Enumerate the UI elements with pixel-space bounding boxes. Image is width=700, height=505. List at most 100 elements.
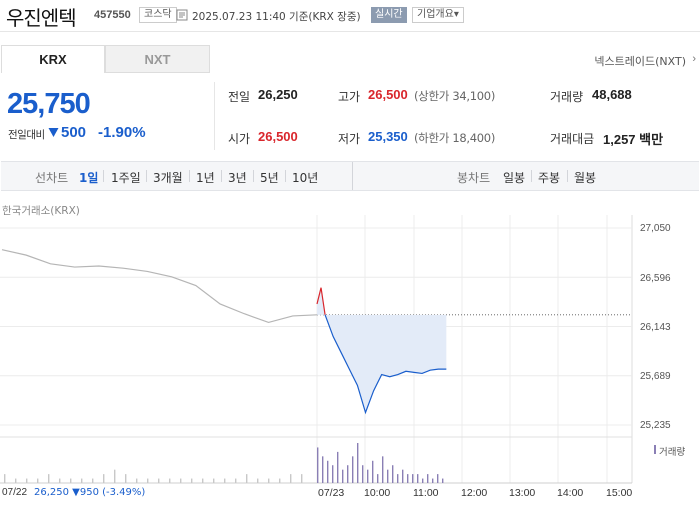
period-group-divider bbox=[352, 162, 353, 190]
volume-bar bbox=[347, 465, 349, 483]
price-chart[interactable] bbox=[0, 215, 700, 485]
volume-bar bbox=[322, 456, 324, 483]
tab-nxt[interactable]: NXT bbox=[105, 45, 210, 73]
volume-label: 거래량 bbox=[550, 90, 584, 104]
volume-bar bbox=[332, 465, 334, 483]
candle-chart-label: 봉차트 bbox=[457, 171, 491, 185]
period-10y[interactable]: 10년 bbox=[292, 171, 319, 185]
company-info-button[interactable]: 기업개요▾ bbox=[412, 7, 464, 23]
change-label: 전일대비 bbox=[8, 129, 45, 141]
volume-bar bbox=[103, 474, 105, 483]
prev-day-date: 07/22 bbox=[2, 487, 28, 498]
prev-day-line bbox=[1, 249, 318, 324]
volume-bar bbox=[125, 474, 127, 483]
volume-bar bbox=[402, 469, 404, 483]
current-price: 25,750 bbox=[7, 88, 91, 120]
volume-bar bbox=[37, 478, 39, 483]
volume-bar bbox=[48, 474, 50, 483]
y-tick-label: 26,143 bbox=[640, 322, 671, 333]
market-badge: 코스닥 bbox=[139, 7, 177, 23]
volume-bar bbox=[412, 474, 414, 483]
volume-bar bbox=[352, 456, 354, 483]
volume-legend: 거래량 bbox=[659, 447, 686, 458]
volume-bar bbox=[437, 474, 439, 483]
volume-bar bbox=[26, 478, 28, 483]
x-tick-label: 12:00 bbox=[461, 487, 488, 499]
volume-bar bbox=[81, 478, 83, 483]
period-5y[interactable]: 5년 bbox=[260, 171, 279, 185]
quote-divider bbox=[214, 82, 215, 150]
period-1y[interactable]: 1년 bbox=[196, 171, 215, 185]
volume-bar bbox=[136, 478, 138, 483]
volume-bar bbox=[367, 469, 369, 483]
period-3y[interactable]: 3년 bbox=[228, 171, 247, 185]
volume-bar bbox=[387, 469, 389, 483]
today-line-up bbox=[316, 287, 326, 315]
x-tick-label: 13:00 bbox=[509, 487, 536, 499]
open-value: 26,500 bbox=[258, 129, 298, 144]
low-value: 25,350 bbox=[368, 129, 408, 144]
today-line-down bbox=[324, 314, 447, 415]
chevron-down-icon: ▾ bbox=[453, 9, 459, 20]
candle-daily[interactable]: 일봉 bbox=[503, 171, 526, 185]
volume-bar bbox=[407, 474, 409, 483]
volume-bar bbox=[268, 478, 270, 483]
x-tick-label: 15:00 bbox=[606, 487, 633, 499]
volume-bar bbox=[246, 474, 248, 483]
volume-bar bbox=[180, 478, 182, 483]
period-separator bbox=[285, 170, 286, 182]
volume-bar bbox=[337, 451, 339, 483]
volume-bar bbox=[392, 465, 394, 483]
volume-bar bbox=[397, 474, 399, 483]
volume-bar bbox=[92, 478, 94, 483]
volume-bar bbox=[290, 474, 292, 483]
volume-bar bbox=[59, 478, 61, 483]
y-tick-label: 25,235 bbox=[640, 420, 671, 431]
period-separator bbox=[189, 170, 190, 182]
chevron-right-icon[interactable]: › bbox=[692, 53, 696, 65]
period-3m[interactable]: 3개월 bbox=[153, 171, 183, 185]
period-1d[interactable]: 1일 bbox=[79, 171, 99, 185]
realtime-button[interactable]: 실시간 bbox=[371, 7, 407, 23]
low-label: 저가 bbox=[338, 132, 361, 146]
period-separator bbox=[531, 170, 532, 182]
volume-bar bbox=[4, 474, 6, 483]
volume-legend-mark bbox=[654, 445, 656, 454]
line-chart-label: 선차트 bbox=[35, 171, 69, 185]
volume-bar bbox=[279, 478, 281, 483]
volume-bar bbox=[422, 478, 424, 483]
change-percent: -1.90% bbox=[98, 124, 146, 141]
volume-bar bbox=[191, 478, 193, 483]
volume-bar bbox=[147, 478, 149, 483]
stock-code: 457550 bbox=[94, 9, 131, 21]
volume-bar bbox=[224, 478, 226, 483]
volume-bar bbox=[342, 469, 344, 483]
period-separator bbox=[567, 170, 568, 182]
timestamp: 2025.07.23 11:40 기준(KRX 장중) bbox=[192, 11, 361, 23]
candle-weekly[interactable]: 주봉 bbox=[538, 171, 561, 185]
company-info-label: 기업개요 bbox=[417, 9, 454, 20]
volume-bar bbox=[235, 478, 237, 483]
period-1w[interactable]: 1주일 bbox=[111, 171, 141, 185]
x-tick-label: 11:00 bbox=[413, 487, 439, 499]
x-tick-label: 10:00 bbox=[364, 487, 391, 499]
high-value: 26,500 bbox=[368, 87, 408, 102]
volume-bar bbox=[15, 478, 17, 483]
high-label: 고가 bbox=[338, 90, 361, 104]
y-tick-label: 25,689 bbox=[640, 371, 671, 382]
volume-bar bbox=[70, 478, 72, 483]
market-label: 한국거래소(KRX) bbox=[2, 205, 80, 217]
volume-bar bbox=[257, 478, 259, 483]
volume-bar bbox=[427, 474, 429, 483]
nextrade-link[interactable]: 넥스트레이드(NXT) bbox=[594, 55, 686, 68]
volume-bar bbox=[114, 469, 116, 483]
open-label: 시가 bbox=[228, 132, 251, 146]
tab-krx[interactable]: KRX bbox=[1, 45, 105, 73]
stock-header: 우진엔텍 457550 코스닥 2025.07.23 11:40 기준(KRX … bbox=[0, 0, 700, 32]
volume-bar bbox=[372, 460, 374, 483]
volume-bar bbox=[317, 447, 319, 483]
candle-monthly[interactable]: 월봉 bbox=[574, 171, 597, 185]
prev-close-value: 26,250 bbox=[258, 87, 298, 102]
prev-day-summary: 26,250 ▼950 (-3.49%) bbox=[34, 487, 146, 498]
trade-value: 1,257 백만 bbox=[603, 132, 664, 147]
